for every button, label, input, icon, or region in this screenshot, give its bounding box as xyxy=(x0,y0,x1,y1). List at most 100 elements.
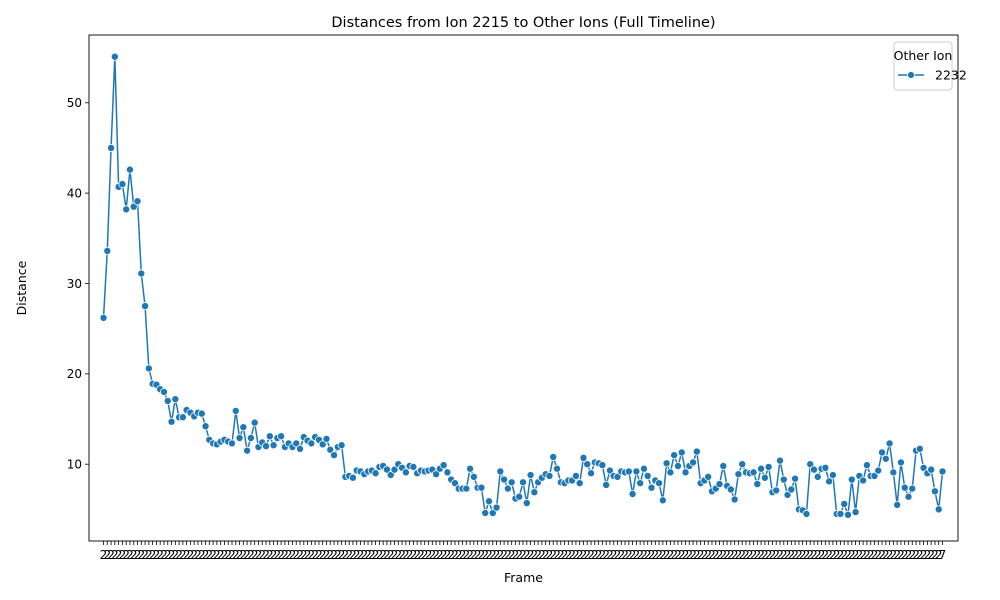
data-point xyxy=(137,269,146,278)
x-tick-label: 2 xyxy=(531,548,539,562)
x-tick-label: 2 xyxy=(863,548,871,562)
x-tick-label: 2 xyxy=(750,548,758,562)
x-tick-label: 2 xyxy=(130,548,138,562)
x-tick-label: 2 xyxy=(825,548,833,562)
x-tick-label: 2 xyxy=(534,548,542,562)
x-tick-label: 2 xyxy=(776,548,784,562)
x-tick-label: 2 xyxy=(179,548,187,562)
data-point xyxy=(201,422,210,431)
data-point xyxy=(519,478,528,487)
data-point xyxy=(825,477,834,486)
data-point xyxy=(322,434,331,443)
x-tick-label: 2 xyxy=(107,548,115,562)
x-tick-label: 2 xyxy=(141,548,149,562)
data-point xyxy=(488,508,497,517)
x-tick-label: 2 xyxy=(565,548,573,562)
x-tick-label: 2 xyxy=(368,548,376,562)
x-tick-label: 2 xyxy=(561,548,569,562)
x-tick-label: 2 xyxy=(296,548,304,562)
data-point xyxy=(526,471,535,480)
data-point xyxy=(647,483,656,492)
x-tick-label: 2 xyxy=(723,548,731,562)
x-tick-label: 2 xyxy=(810,548,818,562)
x-tick-label: 2 xyxy=(292,548,300,562)
x-tick-label: 2 xyxy=(171,548,179,562)
x-tick-label: 2 xyxy=(512,548,520,562)
data-point xyxy=(730,495,739,504)
x-tick-label: 2 xyxy=(557,548,565,562)
x-tick-label: 2 xyxy=(349,548,357,562)
x-tick-label: 2 xyxy=(213,548,221,562)
data-point xyxy=(553,464,562,473)
x-tick-label: 2 xyxy=(497,548,505,562)
data-point xyxy=(583,460,592,469)
x-tick-label: 2 xyxy=(428,548,436,562)
data-point xyxy=(643,471,652,480)
data-point xyxy=(549,452,558,461)
x-tick-label: 2 xyxy=(874,548,882,562)
x-tick-label: 2 xyxy=(504,548,512,562)
x-tick-label: 2 xyxy=(893,548,901,562)
x-tick-label: 2 xyxy=(485,548,493,562)
x-tick-label: 2 xyxy=(474,548,482,562)
x-tick-label: 2 xyxy=(360,548,368,562)
x-tick-label: 2 xyxy=(791,548,799,562)
x-tick-label: 2 xyxy=(240,548,248,562)
data-point xyxy=(439,461,448,470)
data-point xyxy=(239,423,248,432)
x-tick-label: 2 xyxy=(871,548,879,562)
data-point xyxy=(466,464,475,473)
x-tick-label: 2 xyxy=(357,548,365,562)
data-point xyxy=(443,468,452,477)
data-point xyxy=(844,510,853,519)
data-point xyxy=(757,464,766,473)
data-point xyxy=(250,418,259,427)
data-point xyxy=(938,467,947,476)
x-tick-label: 2 xyxy=(410,548,418,562)
data-point xyxy=(934,505,943,514)
x-tick-label: 2 xyxy=(576,548,584,562)
x-tick-label: 2 xyxy=(285,548,293,562)
x-tick-label: 2 xyxy=(931,548,939,562)
x-tick-label: 2 xyxy=(784,548,792,562)
x-tick-label: 2 xyxy=(602,548,610,562)
data-point xyxy=(624,467,633,476)
x-tick-label: 2 xyxy=(100,548,108,562)
x-axis-label: Frame xyxy=(504,570,543,585)
x-tick-label: 2 xyxy=(738,548,746,562)
y-tick-label: 30 xyxy=(67,277,82,291)
x-tick-label: 2 xyxy=(126,548,134,562)
x-tick-label: 2 xyxy=(920,548,928,562)
x-tick-label: 2 xyxy=(648,548,656,562)
data-point xyxy=(326,445,335,454)
legend-label-2232: 2232 xyxy=(935,68,967,83)
x-tick-label: 2 xyxy=(164,548,172,562)
x-tick-label: 2 xyxy=(765,548,773,562)
x-tick-label: 2 xyxy=(799,548,807,562)
x-tick-label: 2 xyxy=(364,548,372,562)
data-point xyxy=(862,461,871,470)
x-tick-label: 7 xyxy=(939,548,947,562)
x-tick-label: 2 xyxy=(440,548,448,562)
x-tick-label: 2 xyxy=(447,548,455,562)
x-tick-label: 2 xyxy=(149,548,157,562)
x-tick-label: 2 xyxy=(856,548,864,562)
data-point xyxy=(292,439,301,448)
data-point xyxy=(598,461,607,470)
data-point xyxy=(885,439,894,448)
data-point xyxy=(144,364,153,373)
x-tick-label: 2 xyxy=(644,548,652,562)
x-tick-label: 2 xyxy=(379,548,387,562)
x-tick-label: 2 xyxy=(852,548,860,562)
data-point xyxy=(277,432,286,441)
x-tick-label: 2 xyxy=(519,548,527,562)
y-tick-label: 10 xyxy=(67,457,82,471)
x-tick-label: 2 xyxy=(122,548,130,562)
x-tick-label: 2 xyxy=(311,548,319,562)
x-tick-label: 2 xyxy=(682,548,690,562)
data-point xyxy=(738,460,747,469)
data-point xyxy=(348,473,357,482)
data-point xyxy=(296,444,305,453)
x-tick-label: 2 xyxy=(478,548,486,562)
x-tick-label: 2 xyxy=(183,548,191,562)
